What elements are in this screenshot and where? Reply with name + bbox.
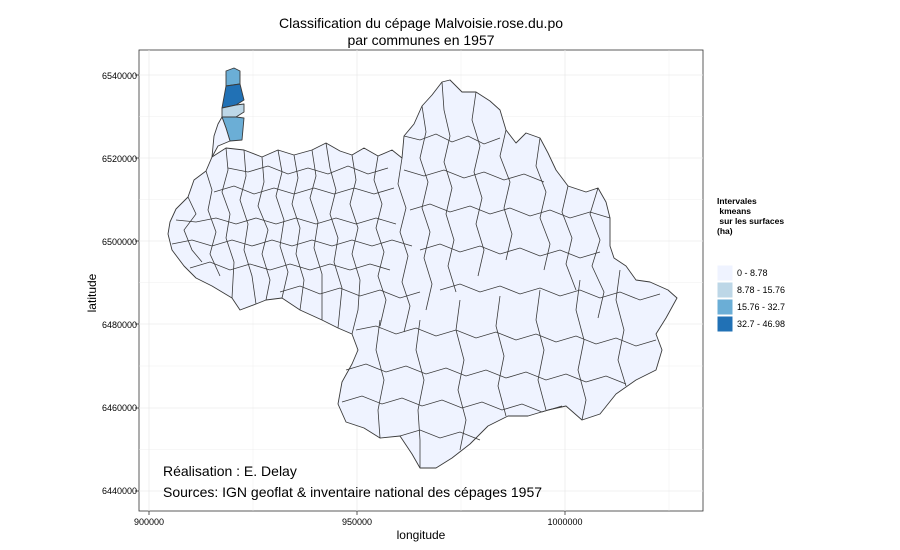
x-axis: 900000 950000 1000000 — [134, 511, 583, 527]
x-tick-label: 1000000 — [547, 517, 582, 527]
sources-annotation: Sources: IGN geoflat & inventaire nation… — [163, 484, 542, 500]
legend-swatch — [716, 315, 734, 333]
commune-highlight-north — [225, 67, 241, 87]
legend-label: 32.7 - 46.98 — [737, 319, 785, 329]
x-tick-label: 900000 — [134, 517, 164, 527]
legend-label: 0 - 8.78 — [737, 268, 768, 278]
x-axis-title: longitude — [397, 528, 446, 542]
legend: Intervales kmeans sur les surfaces (ha) … — [716, 196, 785, 333]
y-tick-label: 6480000 — [102, 320, 137, 330]
y-tick-label: 6440000 — [102, 486, 137, 496]
y-tick-label: 6460000 — [102, 403, 137, 413]
commune-highlight-top-class — [221, 83, 245, 109]
chart-title-line-2: par communes en 1957 — [347, 32, 494, 48]
legend-title-line: sur les surfaces — [717, 216, 784, 226]
legend-title-line: (ha) — [717, 226, 733, 236]
commune-map — [167, 67, 678, 469]
author-annotation: Réalisation : E. Delay — [163, 463, 297, 479]
x-tick-label: 950000 — [342, 517, 372, 527]
y-axis-title: latitude — [85, 273, 99, 312]
y-tick-label: 6540000 — [102, 71, 137, 81]
legend-label: 8.78 - 15.76 — [737, 285, 785, 295]
y-tick-label: 6520000 — [102, 154, 137, 164]
commune-boundaries — [171, 81, 661, 468]
chart-title-line-1: Classification du cépage Malvoisie.rose.… — [279, 15, 563, 31]
commune-strip-base — [211, 116, 231, 158]
region-main-outline — [167, 79, 678, 469]
legend-swatch — [716, 281, 734, 299]
legend-title-line: Intervales — [717, 196, 757, 206]
y-axis: 6540000 6520000 6500000 6480000 6460000 … — [102, 71, 139, 496]
y-tick-label: 6500000 — [102, 237, 137, 247]
legend-swatch — [716, 298, 734, 316]
legend-swatch — [716, 264, 734, 282]
legend-label: 15.76 - 32.7 — [737, 302, 785, 312]
legend-title-line: kmeans — [717, 206, 751, 216]
